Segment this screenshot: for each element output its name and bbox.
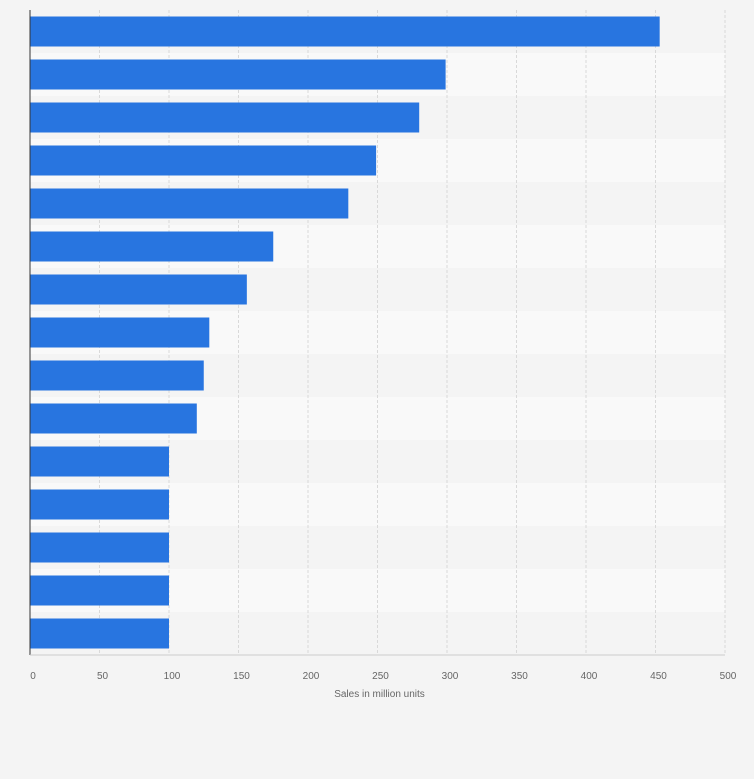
axes	[29, 10, 725, 656]
bar[interactable]	[30, 231, 274, 262]
bar[interactable]	[30, 188, 349, 219]
x-tick-label: 250	[372, 671, 389, 682]
x-tick-label: 450	[650, 671, 667, 682]
x-tick-label: 300	[442, 671, 459, 682]
bar[interactable]	[30, 403, 197, 434]
bar[interactable]	[30, 145, 377, 176]
bar[interactable]	[30, 102, 420, 133]
x-tick-label: 100	[164, 671, 181, 682]
bar[interactable]	[30, 59, 446, 90]
x-tick-labels: 0 50 100 150 200 250 300 350 400 450 500	[30, 671, 737, 682]
bar[interactable]	[30, 274, 247, 305]
x-tick-label: 500	[720, 671, 737, 682]
x-axis-title: Sales in million units	[334, 689, 425, 700]
bar[interactable]	[30, 446, 169, 477]
x-tick-label: 150	[233, 671, 250, 682]
x-tick-label: 400	[581, 671, 598, 682]
bar[interactable]	[30, 360, 204, 391]
bar[interactable]	[30, 16, 660, 47]
bar[interactable]	[30, 317, 210, 348]
x-tick-label: 350	[511, 671, 528, 682]
x-tick-label: 50	[97, 671, 109, 682]
bars	[30, 16, 660, 649]
bar[interactable]	[30, 489, 169, 520]
x-tick-label: 0	[30, 671, 36, 682]
x-tick-label: 200	[303, 671, 320, 682]
bar[interactable]	[30, 618, 169, 649]
bar[interactable]	[30, 532, 169, 563]
bar[interactable]	[30, 575, 169, 606]
